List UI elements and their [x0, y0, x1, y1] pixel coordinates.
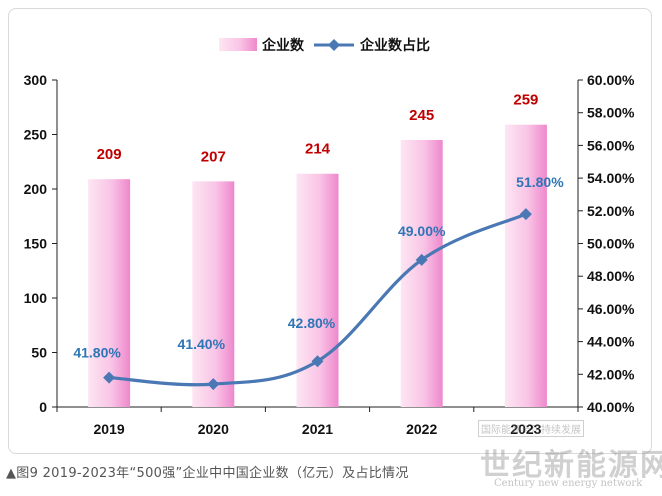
watermark-subtitle: Century new energy network	[494, 478, 643, 489]
x-tick-label: 2021	[302, 421, 333, 437]
bar	[296, 173, 339, 407]
legend-line-marker	[328, 39, 340, 51]
legend-line-label: 企业数占比	[359, 37, 430, 54]
bar	[88, 179, 131, 407]
y-right-tick-label: 54.00%	[587, 170, 635, 186]
x-tick-label: 2019	[94, 421, 125, 437]
y-left-tick-label: 0	[39, 399, 47, 415]
watermark-title: 世纪新能源网	[480, 448, 662, 483]
bar	[192, 181, 235, 407]
bar-data-label: 207	[201, 148, 226, 165]
y-left-tick-label: 150	[24, 236, 48, 252]
bar-data-label: 214	[305, 141, 331, 158]
line-data-label: 42.80%	[288, 315, 336, 331]
watermark-small: 国际能源与可持续发展	[478, 420, 584, 437]
y-left-tick-label: 50	[31, 345, 47, 361]
y-left-tick-label: 200	[24, 181, 48, 197]
x-tick-label: 2022	[406, 421, 437, 437]
x-tick-label: 2023	[510, 421, 541, 437]
y-right-tick-label: 50.00%	[587, 236, 635, 252]
line-point-marker	[415, 253, 428, 266]
bar	[400, 139, 443, 407]
line-data-label: 41.80%	[73, 345, 121, 361]
y-right-tick-label: 44.00%	[587, 334, 635, 350]
y-right-tick-label: 52.00%	[587, 203, 635, 219]
line-point-marker	[311, 355, 324, 368]
line-data-label: 51.80%	[516, 174, 564, 190]
legend-bar-label: 企业数	[261, 37, 305, 54]
y-right-tick-label: 48.00%	[587, 268, 635, 284]
bar-data-label: 245	[409, 107, 434, 124]
figure-caption: ▲图9 2019-2023年“500强”企业中中国企业数（亿元）及占比情况	[6, 466, 409, 481]
line-point-marker	[207, 378, 220, 391]
line-point-marker	[519, 208, 532, 221]
line-data-label: 49.00%	[398, 223, 446, 239]
y-right-tick-label: 46.00%	[587, 301, 635, 317]
y-left-tick-label: 300	[24, 72, 48, 88]
bar-data-label: 209	[97, 146, 122, 163]
line-data-label: 41.40%	[178, 336, 226, 352]
y-left-tick-label: 100	[24, 290, 48, 306]
y-right-tick-label: 58.00%	[587, 105, 635, 121]
x-tick-label: 2020	[198, 421, 229, 437]
y-right-tick-label: 42.00%	[587, 366, 635, 382]
y-left-tick-label: 250	[24, 127, 48, 143]
plot-area: 0 50 100 150 200 250 300 40.00% 42.00% 44.00% 46.0…	[24, 37, 635, 437]
y-right-tick-label: 60.00%	[587, 72, 635, 88]
y-right-tick-label: 56.00%	[587, 137, 635, 153]
legend-bar-swatch	[219, 38, 257, 51]
y-right-tick-label: 40.00%	[587, 399, 635, 415]
bar-data-label: 259	[513, 92, 538, 109]
bar	[504, 124, 547, 407]
line-point-marker	[103, 371, 116, 384]
